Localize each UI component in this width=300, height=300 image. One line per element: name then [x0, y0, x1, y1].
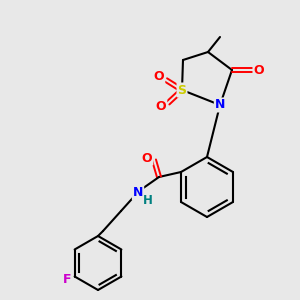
- Text: F: F: [62, 273, 71, 286]
- Text: O: O: [154, 70, 164, 83]
- Text: H: H: [143, 194, 153, 208]
- Text: O: O: [142, 152, 152, 164]
- Text: N: N: [215, 98, 225, 112]
- Text: N: N: [133, 187, 143, 200]
- Text: O: O: [156, 100, 166, 112]
- Text: S: S: [178, 83, 187, 97]
- Text: O: O: [254, 64, 264, 76]
